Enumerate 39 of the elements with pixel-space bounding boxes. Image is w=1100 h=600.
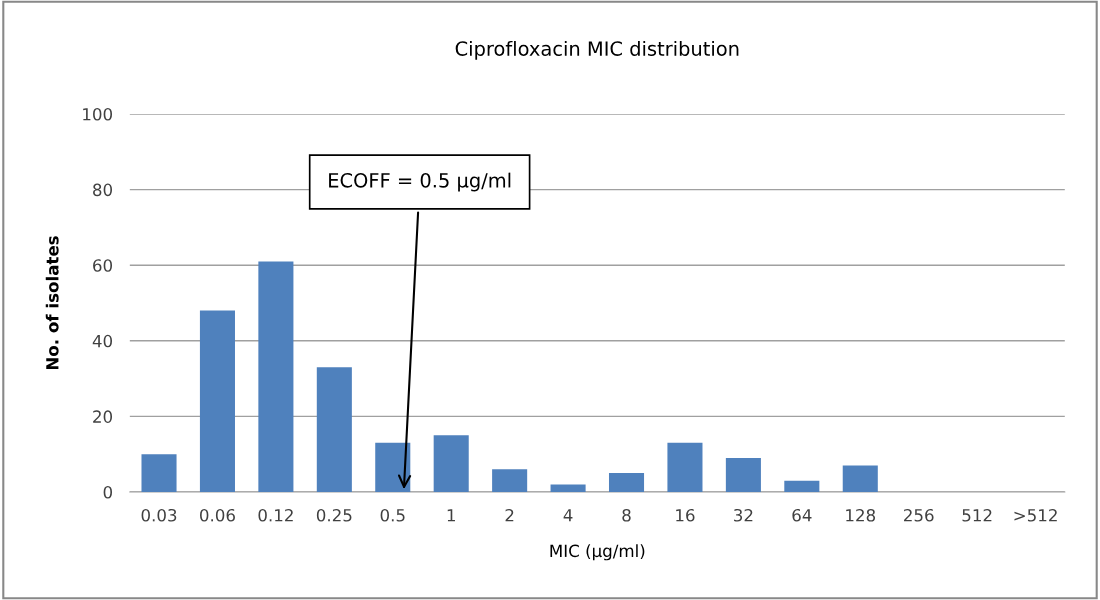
y-tick-label: 0 — [103, 485, 113, 499]
x-tick-label: 1 — [447, 509, 455, 522]
bar — [784, 480, 820, 492]
x-tick-label: 4 — [563, 509, 573, 522]
x-tick-label: 128 — [846, 508, 876, 522]
x-tick-label: 256 — [904, 508, 934, 522]
x-tick-label: 2 — [505, 508, 514, 522]
bar — [316, 367, 352, 492]
bar — [725, 457, 761, 492]
bar — [550, 484, 586, 492]
x-tick-label: 0.25 — [316, 508, 352, 522]
bar — [492, 469, 528, 492]
bar — [258, 261, 294, 492]
bar — [199, 310, 235, 492]
bar — [608, 473, 645, 492]
x-tick-label: 512 — [962, 508, 992, 522]
x-tick-label: 16 — [676, 508, 695, 522]
y-tick-label: 40 — [92, 334, 113, 348]
x-tick-label: 0.03 — [141, 508, 177, 522]
y-axis-title: No. of isolates — [45, 236, 59, 370]
y-tick-label: 60 — [93, 259, 113, 272]
chart-title: Ciprofloxacin MIC distribution — [455, 40, 739, 60]
x-tick-label: 32 — [734, 508, 753, 522]
y-tick-label: 20 — [93, 410, 113, 423]
bar — [141, 454, 177, 492]
x-tick-label: 8 — [622, 508, 631, 522]
x-tick-label: 0.12 — [258, 508, 293, 522]
x-axis-title: MIC (µg/ml) — [550, 544, 645, 561]
bar — [667, 442, 703, 492]
x-tick-label: 0.06 — [200, 508, 235, 522]
y-tick-label: 80 — [93, 183, 113, 197]
bar — [433, 435, 469, 492]
bar — [842, 465, 878, 492]
x-tick-label: >512 — [1014, 508, 1057, 522]
y-tick-label: 100 — [83, 107, 113, 121]
x-tick-label: 0.5 — [380, 508, 405, 522]
bar — [375, 442, 411, 492]
annotation: ECOFF = 0.5 µg/ml — [329, 172, 511, 192]
x-tick-label: 64 — [792, 508, 812, 522]
